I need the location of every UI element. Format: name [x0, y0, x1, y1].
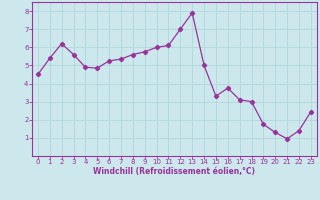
- X-axis label: Windchill (Refroidissement éolien,°C): Windchill (Refroidissement éolien,°C): [93, 167, 255, 176]
